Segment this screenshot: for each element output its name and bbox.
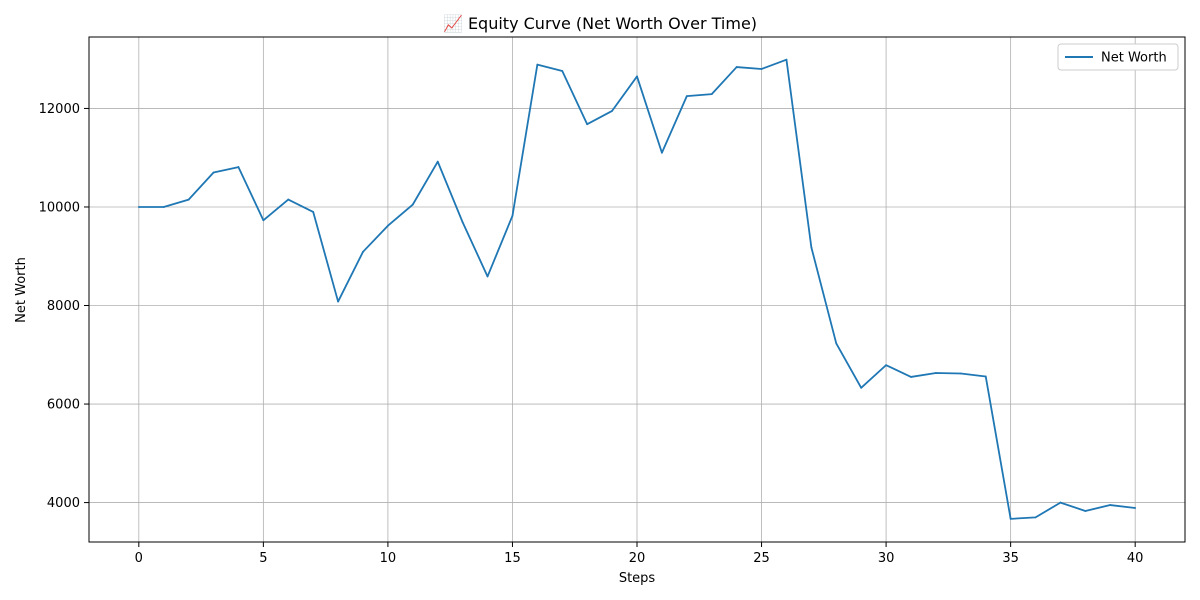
data-point [935, 372, 937, 374]
data-point [387, 224, 389, 227]
y-tick-label: 8000 [47, 299, 80, 314]
data-point [511, 214, 514, 217]
data-point [586, 123, 589, 126]
data-point [860, 386, 863, 389]
y-axis-label: Net Worth [14, 257, 29, 323]
data-point [212, 171, 215, 174]
data-point [536, 63, 539, 66]
data-point [710, 93, 713, 96]
data-point [287, 198, 290, 201]
data-point [810, 246, 813, 249]
x-tick-label: 40 [1127, 551, 1144, 566]
x-tick-label: 35 [1002, 551, 1019, 566]
y-tick-label: 12000 [39, 102, 80, 117]
data-point [910, 376, 912, 378]
data-point [262, 219, 265, 222]
y-tick-label: 4000 [47, 496, 80, 511]
data-point [760, 68, 763, 70]
x-tick-label: 0 [135, 551, 143, 566]
y-tick-label: 6000 [47, 398, 80, 413]
data-point [237, 166, 240, 168]
data-point [611, 110, 613, 112]
data-point [959, 372, 962, 375]
x-tick-label: 5 [259, 551, 267, 566]
data-point [436, 160, 439, 163]
data-point [735, 66, 738, 68]
x-axis-label: Steps [619, 571, 656, 586]
data-point [1109, 504, 1112, 506]
data-point [1084, 510, 1087, 512]
data-point [835, 342, 838, 345]
data-point [685, 95, 688, 98]
data-point [461, 221, 464, 224]
chart-legend: Net Worth [1057, 43, 1179, 71]
data-point [561, 70, 564, 72]
data-point [362, 250, 364, 253]
y-tick-label: 10000 [39, 200, 80, 215]
data-point [636, 75, 638, 78]
data-point [1134, 507, 1137, 509]
data-point [486, 275, 489, 278]
x-tick-label: 10 [380, 551, 397, 566]
data-point [785, 58, 788, 61]
data-point [1034, 516, 1037, 519]
chart-title: 📈 Equity Curve (Net Worth Over Time) [443, 14, 757, 33]
data-point [337, 300, 339, 303]
x-tick-label: 30 [878, 551, 895, 566]
data-point [661, 151, 663, 154]
data-point [312, 211, 315, 213]
data-point [162, 206, 165, 208]
x-tick-label: 15 [504, 551, 521, 566]
legend-box [1057, 43, 1179, 71]
x-tick-label: 25 [753, 551, 770, 566]
data-point [137, 206, 140, 208]
data-point [411, 203, 414, 206]
legend-label-net-worth: Net Worth [1101, 51, 1167, 66]
data-point [984, 375, 987, 378]
data-point [1059, 501, 1062, 504]
x-tick-label: 20 [629, 551, 646, 566]
data-point [885, 364, 887, 367]
data-point [187, 198, 190, 201]
grid-lines [89, 37, 1185, 542]
series-lines [137, 58, 1137, 520]
axis-ticks: 0 5 10 15 20 25 30 35 40 4000 6000 8000 10000 12000 [39, 102, 1144, 566]
data-point [1009, 517, 1012, 520]
